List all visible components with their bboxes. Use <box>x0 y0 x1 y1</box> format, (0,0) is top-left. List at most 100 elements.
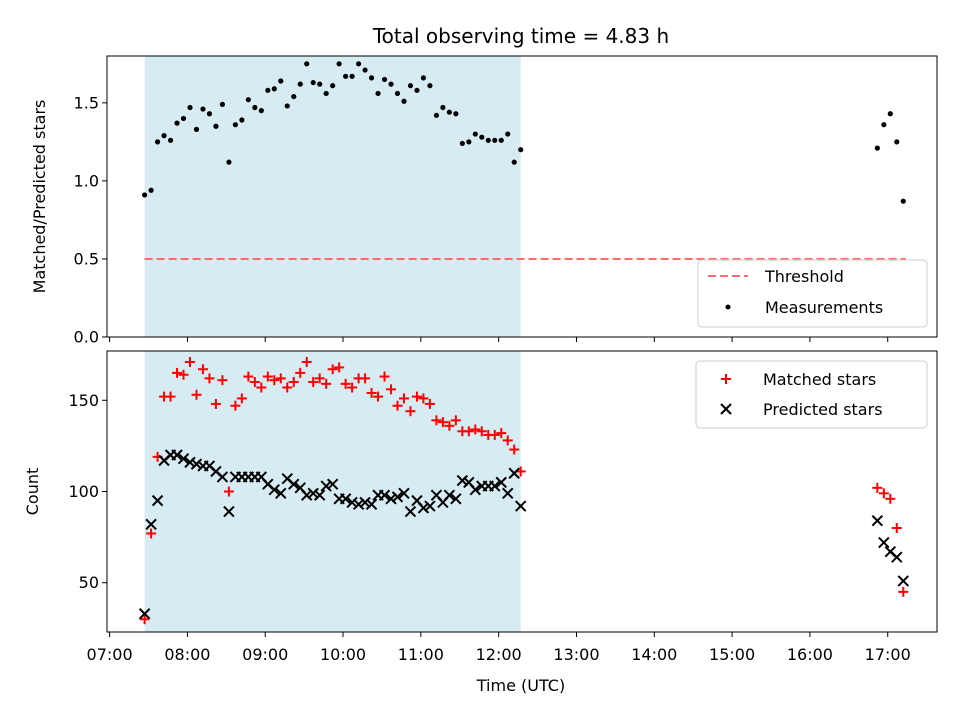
matched-star-point <box>288 377 299 388</box>
predicted-star-point <box>871 514 884 527</box>
predicted-star-point <box>365 498 378 510</box>
ratio-y-ticks: 0.0 0.5 1.0 1.5 <box>74 93 107 347</box>
matched-star-point <box>178 369 189 380</box>
chart-title: Total observing time = 4.83 h <box>372 24 669 48</box>
measurement-point <box>265 87 271 93</box>
predicted-star-point <box>177 452 190 465</box>
predicted-star-point <box>417 502 430 514</box>
x-tick-label: 12:00 <box>476 645 522 664</box>
predicted-star-point <box>514 500 527 512</box>
predicted-star-point <box>450 493 462 505</box>
measurement-point <box>355 61 362 67</box>
predicted-star-point <box>897 575 909 587</box>
count-y-ticks: 50 100 150 <box>68 391 107 592</box>
predicted-star-point <box>891 551 903 563</box>
x-tick-label: 13:00 <box>553 645 599 664</box>
count-axes-frame <box>106 350 938 633</box>
matched-star-point <box>411 391 422 402</box>
predicted-star-point <box>443 489 456 501</box>
measurement-point <box>291 93 297 100</box>
predicted-star-point <box>424 500 436 512</box>
predicted-star-point <box>508 467 520 479</box>
predicted-star-point <box>352 498 365 510</box>
measurement-point <box>187 104 193 111</box>
measurement-point <box>343 73 349 79</box>
measurement-point <box>200 106 206 112</box>
matched-star-point <box>463 426 474 437</box>
predicted-legend-label: Predicted stars <box>763 400 883 419</box>
measurement-point <box>381 76 388 83</box>
matched-star-point <box>885 493 896 504</box>
measurement-point <box>479 134 485 140</box>
matched-star-point <box>282 382 293 393</box>
predicted-star-point <box>171 449 183 461</box>
ratio-y-axis-label: Matched/Predicted stars <box>30 100 49 294</box>
predicted-star-point <box>268 483 281 496</box>
predicted-star-point <box>489 480 501 492</box>
matched-star-point <box>424 398 435 409</box>
measurement-point <box>407 83 414 89</box>
measurement-point <box>894 139 900 145</box>
x-tick-label: 10:00 <box>320 645 366 664</box>
predicted-star-point <box>469 483 482 496</box>
measurement-point <box>330 83 336 89</box>
measurement-point <box>362 67 368 73</box>
matched-star-point <box>898 586 909 597</box>
matched-star-point <box>444 420 455 431</box>
matched-star-point <box>334 362 345 373</box>
matched-star-point <box>295 367 306 378</box>
predicted-star-point <box>313 489 326 501</box>
measurement-point <box>498 137 504 143</box>
measurement-point <box>317 81 323 87</box>
matched-stars-points <box>139 356 909 625</box>
measurement-point <box>161 133 167 139</box>
measurement-point <box>375 90 381 97</box>
predicted-star-point <box>145 518 157 531</box>
predicted-star-point <box>275 487 287 500</box>
measurement-point <box>420 75 427 81</box>
measurement-point <box>148 187 154 193</box>
x-tick-label: 14:00 <box>631 645 677 664</box>
y-tick-label: 100 <box>68 482 99 501</box>
predicted-star-point <box>359 496 371 509</box>
count-y-axis-label: Count <box>23 468 42 516</box>
predicted-star-point <box>346 496 358 509</box>
threshold-legend-label: Threshold <box>764 267 844 286</box>
predicted-star-point <box>378 489 391 501</box>
y-tick-label: 50 <box>79 573 99 592</box>
predicted-star-point <box>404 505 417 518</box>
measurement-point <box>167 137 174 143</box>
matched-star-point <box>327 364 338 375</box>
matched-star-point <box>470 424 481 435</box>
measurement-point <box>278 78 284 84</box>
predicted-star-point <box>223 505 235 518</box>
matched-star-point <box>308 377 319 388</box>
measurement-point <box>154 139 161 145</box>
predicted-star-point <box>385 493 397 505</box>
predicted-star-point <box>184 456 196 469</box>
predicted-star-point <box>391 491 404 503</box>
measurements-legend-label: Measurements <box>765 298 883 317</box>
measurement-point <box>258 108 264 114</box>
measurement-point <box>511 159 517 165</box>
x-tick-label: 07:00 <box>87 645 133 664</box>
measurement-point <box>310 79 316 86</box>
measurement-point <box>336 61 342 67</box>
matched-star-point <box>878 488 889 499</box>
matched-star-point <box>236 393 247 404</box>
measurement-point <box>245 97 251 103</box>
measurement-point <box>433 112 440 118</box>
matched-star-point <box>450 415 461 426</box>
matched-star-point <box>314 373 325 384</box>
matched-star-point <box>191 389 202 400</box>
measurement-point <box>180 115 187 122</box>
count-legend-box <box>695 360 928 429</box>
matched-star-point <box>340 378 351 389</box>
predicted-star-point <box>398 487 410 500</box>
matched-star-point <box>398 393 409 404</box>
measurement-point <box>518 147 524 153</box>
matched-star-point <box>373 391 384 402</box>
count-panel: 50 100 150 07:00 08:00 09:00 10:00 11:00 12:00 1… <box>23 350 938 695</box>
matched-legend-label: Matched stars <box>763 370 876 389</box>
